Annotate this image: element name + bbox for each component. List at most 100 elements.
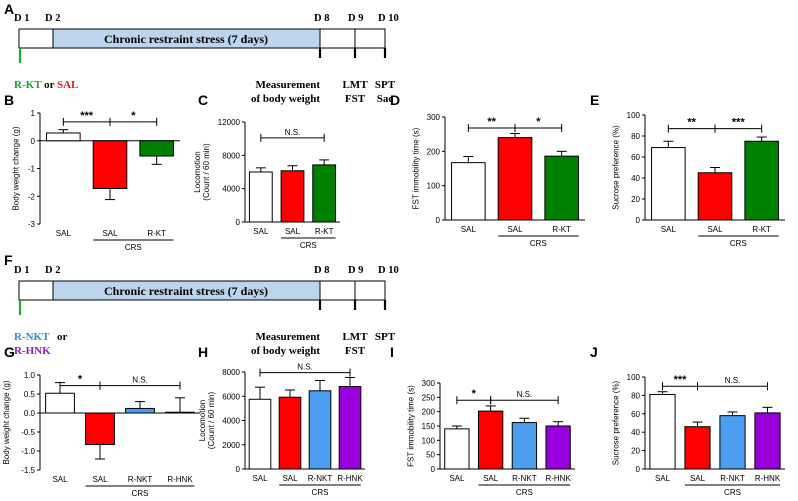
treatment-label-r-nkt: R-NKT bbox=[14, 331, 50, 343]
bar bbox=[85, 412, 115, 446]
significance-label: N.S. bbox=[285, 128, 301, 137]
y-tick-label: 80 bbox=[631, 132, 640, 141]
panel-label-d: D bbox=[390, 92, 400, 108]
event-lmt-fst: FST bbox=[345, 93, 366, 105]
panel-label-c: C bbox=[198, 92, 208, 108]
bar bbox=[248, 171, 273, 223]
bar bbox=[545, 425, 571, 470]
y-axis-label: Sucrose preference (%) bbox=[612, 380, 621, 465]
x-tick-label: R-HNK bbox=[545, 474, 571, 483]
y-tick-label: -1.0 bbox=[21, 447, 35, 456]
y-axis-label: Locomotion bbox=[193, 151, 202, 192]
y-tick-label: -0.5 bbox=[21, 428, 35, 437]
crs-group-label: CRS bbox=[125, 243, 142, 252]
bar bbox=[338, 386, 362, 470]
significance-label: * bbox=[536, 116, 541, 128]
chart-panel-b: -3 -2 -1 0 1 Body weight change (g) SAL SAL R-KT… bbox=[11, 109, 180, 252]
y-tick-label: -1 bbox=[28, 165, 36, 174]
bar bbox=[497, 137, 533, 221]
x-tick-label: R-NKT bbox=[512, 474, 537, 483]
bar bbox=[744, 140, 779, 221]
panel-label-h: H bbox=[198, 344, 208, 360]
treatment-label-r-hnk: R-HNK bbox=[14, 345, 51, 357]
event-lmt-fst: FST bbox=[345, 345, 366, 357]
y-tick-label: 0.0 bbox=[24, 409, 36, 418]
y-axis-label: (Count / 60 min) bbox=[207, 391, 216, 449]
bar bbox=[477, 410, 504, 470]
y-tick-label: 60 bbox=[631, 410, 640, 419]
y-tick-label: 100 bbox=[627, 111, 641, 120]
timeline-day-label: D 10 bbox=[378, 13, 399, 24]
y-tick-label: 4000 bbox=[222, 417, 240, 426]
x-tick-label: R-KT bbox=[552, 225, 571, 234]
bar bbox=[125, 407, 155, 414]
treatment-or: or bbox=[57, 331, 68, 343]
significance-label: * bbox=[472, 388, 477, 400]
timeline-day-label: D 2 bbox=[45, 265, 60, 276]
y-tick-label: 1.0 bbox=[24, 371, 36, 380]
panel-label-e: E bbox=[590, 92, 599, 108]
bar bbox=[684, 426, 711, 470]
y-axis-label: Body weight change (g) bbox=[11, 126, 20, 210]
y-tick-label: -2 bbox=[28, 192, 36, 201]
significance-label: N.S. bbox=[132, 376, 148, 385]
y-tick-label: 0 bbox=[236, 218, 241, 227]
x-tick-label: SAL bbox=[707, 225, 723, 234]
x-tick-label: SAL bbox=[507, 225, 523, 234]
panel-label-a: A bbox=[4, 1, 14, 17]
x-tick-label: R-KT bbox=[147, 229, 166, 238]
bar bbox=[719, 415, 746, 470]
x-tick-label: R-HNK bbox=[167, 475, 193, 484]
y-axis-label: FST immobility time (s) bbox=[407, 385, 416, 467]
timeline-day-label: D 10 bbox=[378, 265, 399, 276]
x-tick-label: SAL bbox=[92, 475, 108, 484]
bar bbox=[444, 428, 470, 470]
x-tick-label: R-NKT bbox=[128, 475, 153, 484]
crs-group-label: CRS bbox=[530, 239, 547, 248]
y-tick-label: 100 bbox=[427, 182, 441, 191]
x-tick-label: R-KT bbox=[315, 227, 334, 236]
y-tick-label: 0 bbox=[436, 216, 441, 225]
timeline-panel-f: D 1 D 2 D 8 D 9 D 10 Chronic restraint stress… bbox=[14, 265, 399, 357]
x-tick-label: SAL bbox=[655, 474, 671, 483]
y-tick-label: 100 bbox=[627, 373, 641, 382]
x-tick-label: SAL bbox=[56, 229, 72, 238]
timeline-panel-a: D 1 D 2 D 8 D 9 D 10 Chronic restraint stress… bbox=[14, 13, 399, 105]
bar bbox=[308, 390, 332, 470]
y-tick-label: 4000 bbox=[222, 185, 240, 194]
y-tick-label: 100 bbox=[422, 436, 436, 445]
x-tick-label: SAL bbox=[253, 227, 269, 236]
bar bbox=[45, 392, 75, 414]
event-body-weight: of body weight bbox=[251, 345, 320, 357]
crs-period-bar bbox=[52, 280, 321, 301]
y-tick-label: 0 bbox=[31, 137, 36, 146]
panel-label-j: J bbox=[590, 344, 598, 360]
y-tick-label: 40 bbox=[631, 428, 640, 437]
crs-group-label: CRS bbox=[724, 488, 741, 497]
y-tick-label: -3 bbox=[28, 220, 36, 229]
y-tick-label: 60 bbox=[631, 153, 640, 162]
x-tick-label: R-NKT bbox=[308, 474, 333, 483]
chart-panel-h: 0 2000 4000 6000 8000 Locomotion (Count / 60 m… bbox=[198, 363, 365, 497]
x-tick-label: SAL bbox=[483, 474, 499, 483]
bar bbox=[278, 396, 302, 470]
x-tick-label: SAL bbox=[661, 225, 677, 234]
chart-panel-e: 0 20 40 60 80 100 Sucrose preference (%) SAL SAL… bbox=[612, 111, 785, 248]
x-tick-label: R-KT bbox=[752, 225, 771, 234]
panel-label-f: F bbox=[4, 252, 13, 268]
y-tick-label: 6000 bbox=[222, 392, 240, 401]
y-tick-label: 8000 bbox=[222, 151, 240, 160]
y-axis-label: FST immobility time (s) bbox=[412, 127, 421, 209]
event-lmt-fst: LMT bbox=[342, 331, 368, 343]
crs-group-label: CRS bbox=[730, 239, 747, 248]
x-tick-label: R-HNK bbox=[755, 474, 781, 483]
bar bbox=[697, 172, 733, 221]
event-lmt-fst: LMT bbox=[342, 79, 368, 91]
timeline-day-label: D 9 bbox=[348, 13, 363, 24]
treatment-or: or bbox=[44, 79, 57, 91]
bar bbox=[46, 132, 81, 142]
chart-panel-i: 0 50 100 150 200 250 300 FST immobility time (s… bbox=[407, 379, 575, 497]
y-tick-label: 20 bbox=[631, 447, 640, 456]
crs-period-bar bbox=[52, 28, 321, 49]
x-tick-label: SAL bbox=[690, 474, 706, 483]
